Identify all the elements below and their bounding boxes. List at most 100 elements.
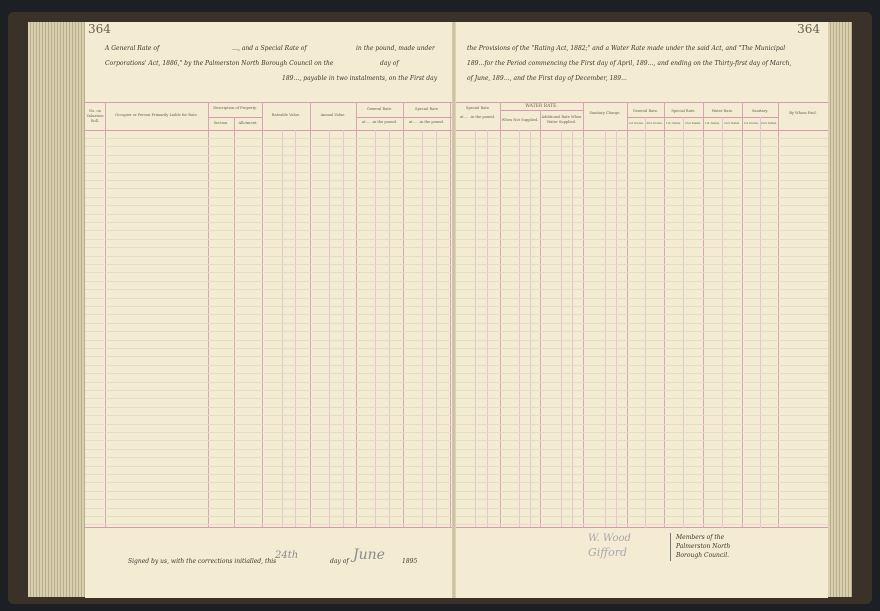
ruled-line — [455, 482, 828, 484]
col-header: Additional Rate When Water Supplied. — [541, 115, 582, 124]
ruled-line — [85, 448, 453, 450]
members-text: Members of the — [676, 534, 725, 541]
col-header: General Rate. — [366, 107, 393, 111]
header-line: of June, 189…, and the First day of Dece… — [467, 75, 628, 82]
ruled-line — [455, 222, 828, 223]
ruled-line — [85, 230, 453, 232]
ruled-line — [455, 331, 828, 333]
ruled-line — [455, 255, 828, 257]
ruled-line — [85, 432, 453, 433]
ruled-line — [85, 499, 453, 501]
col-header: Special Rate. — [671, 109, 696, 113]
ruled-line — [85, 364, 453, 366]
ruled-line — [85, 339, 453, 341]
header-line: the Provisions of the "Rating Act, 1882;… — [467, 45, 786, 52]
ruled-line — [85, 373, 453, 375]
ruled-line — [85, 213, 453, 215]
signed-year: 1895 — [402, 558, 418, 565]
ruled-line — [85, 490, 453, 492]
ruled-line — [455, 171, 828, 173]
left-page: 364 A General Rate of …, and a Special R… — [85, 22, 453, 598]
ruled-line — [455, 205, 828, 207]
ruled-line — [455, 339, 828, 341]
ruled-line — [85, 146, 453, 148]
ruled-line — [455, 196, 828, 198]
ruled-line — [455, 465, 828, 467]
ruled-line — [85, 322, 453, 324]
ruled-line — [85, 238, 453, 240]
ruled-line — [85, 390, 453, 391]
ruled-line — [455, 146, 828, 148]
ruled-line — [85, 314, 453, 316]
ruled-line — [455, 297, 828, 299]
page-number: 364 — [88, 22, 111, 36]
ruled-line — [455, 163, 828, 165]
signed-day: 24th — [275, 550, 299, 561]
col-header: 2nd Instal. — [646, 121, 663, 125]
col-header: Sanitary Charge. — [589, 111, 621, 115]
ruled-line — [85, 247, 453, 249]
ruled-line — [455, 406, 828, 408]
ruled-line — [85, 474, 453, 475]
ruled-line — [85, 306, 453, 307]
members-text: Palmerston North — [676, 543, 731, 550]
ruled-line — [85, 331, 453, 333]
ruled-line — [85, 381, 453, 383]
ruled-line — [455, 138, 828, 139]
signature: Gifford — [588, 546, 628, 559]
ruled-line — [85, 264, 453, 265]
ruled-line — [85, 171, 453, 173]
ruled-line — [455, 314, 828, 316]
header-line: 189…, payable in two instalments, on the… — [282, 75, 438, 82]
ruled-line — [455, 213, 828, 215]
ruled-line — [85, 222, 453, 223]
col-header: 2nd Instal. — [684, 121, 702, 125]
col-header: at……in the pound. — [460, 115, 495, 119]
ruled-line — [85, 180, 453, 181]
ruled-line — [455, 180, 828, 181]
header-line: day of — [380, 60, 399, 67]
ruled-line — [455, 289, 828, 291]
page-number: 364 — [797, 22, 820, 36]
col-header: General Rate. — [632, 109, 659, 113]
col-header: Allotment. — [238, 121, 258, 125]
ruled-line — [455, 381, 828, 383]
header-line: in the pound, made under — [356, 45, 435, 52]
ruled-line — [455, 264, 828, 265]
col-header: WATER RATE. — [525, 104, 558, 109]
ruled-line — [85, 398, 453, 400]
ruled-line — [85, 356, 453, 358]
ruled-line — [85, 205, 453, 207]
col-header: Annual Value. — [320, 113, 346, 117]
col-header: at……in the pound. — [409, 120, 444, 124]
ruled-line — [85, 272, 453, 274]
book-gutter — [452, 22, 456, 598]
ruled-line — [455, 154, 828, 156]
ruled-line — [455, 238, 828, 240]
col-header: 2nd Instal. — [723, 121, 741, 125]
col-header: 1st Instal. — [665, 121, 682, 125]
ruled-line — [85, 415, 453, 417]
ruled-line — [455, 348, 828, 349]
col-header: Water Rate. — [711, 109, 734, 113]
ruled-line — [455, 188, 828, 190]
col-header: No. on Valuation Roll. — [86, 109, 104, 123]
signed-month: June — [353, 547, 385, 563]
ruled-line — [455, 432, 828, 433]
ruled-line — [455, 322, 828, 324]
ruled-line — [455, 373, 828, 375]
col-header: Special Rate — [415, 107, 438, 111]
ruled-line — [455, 457, 828, 459]
ruled-line — [85, 482, 453, 484]
ruled-line — [455, 272, 828, 274]
page-edges-right — [828, 22, 852, 597]
ruled-line — [85, 196, 453, 198]
header-line: Corporations' Act, 1886," by the Palmers… — [105, 60, 334, 67]
col-header: 1st Instal. — [628, 121, 644, 125]
col-header: 2nd Instal. — [760, 121, 778, 125]
header-line: …, and a Special Rate of — [232, 45, 307, 52]
col-header: Description of Property. — [213, 106, 257, 110]
ruled-line — [455, 440, 828, 442]
col-header: Special Rate — [466, 106, 489, 110]
col-header: Sanitary. — [751, 109, 769, 113]
